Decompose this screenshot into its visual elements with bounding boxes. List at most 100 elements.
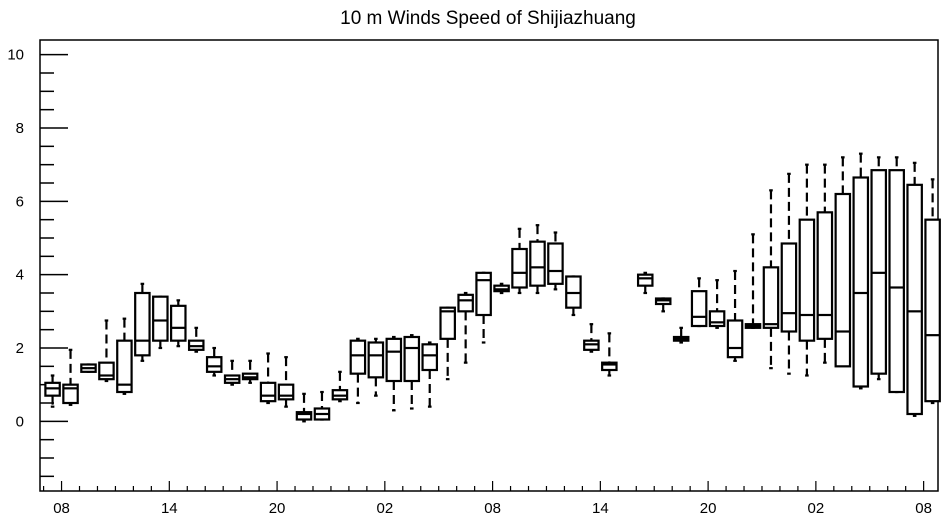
box-iqr xyxy=(547,242,564,285)
box-series xyxy=(44,152,941,423)
y-tick-label: 6 xyxy=(16,193,24,210)
box-plot xyxy=(906,161,923,417)
box-plot xyxy=(62,348,79,406)
box-iqr xyxy=(116,339,133,394)
box-iqr xyxy=(134,291,151,357)
x-axis: 08 14 20 02 08 14 20 02 08 xyxy=(42,481,932,517)
box-plot xyxy=(367,337,385,397)
box-iqr xyxy=(888,169,905,394)
box-iqr xyxy=(170,304,187,342)
box-plot xyxy=(601,332,618,377)
box-iqr xyxy=(834,192,852,368)
box-iqr xyxy=(295,411,313,421)
box-plot xyxy=(295,392,313,423)
box-iqr xyxy=(690,290,708,328)
box-plot xyxy=(187,326,205,353)
x-tick-label: 20 xyxy=(269,500,286,517)
box-iqr xyxy=(762,266,780,329)
box-plot xyxy=(636,271,654,295)
box-iqr xyxy=(798,218,816,342)
box-plot xyxy=(654,297,672,313)
box-plot xyxy=(672,326,690,344)
box-iqr xyxy=(906,183,923,416)
x-tick-label: 14 xyxy=(592,500,609,517)
box-plot xyxy=(277,356,295,408)
box-plot xyxy=(816,163,834,364)
box-iqr xyxy=(924,218,941,403)
box-plot xyxy=(762,189,780,370)
box-plot xyxy=(547,231,564,291)
box-plot xyxy=(116,317,133,395)
y-tick-label: 10 xyxy=(7,47,24,64)
box-plot xyxy=(690,277,708,328)
box-plot xyxy=(331,370,349,403)
x-tick-label: 02 xyxy=(808,500,825,517)
box-iqr xyxy=(475,271,492,317)
x-tick-label: 14 xyxy=(161,500,178,517)
box-iqr xyxy=(601,361,618,372)
box-iqr xyxy=(98,361,115,381)
box-plot xyxy=(708,279,726,329)
box-iqr xyxy=(852,176,870,388)
box-plot xyxy=(98,319,115,383)
y-tick-label: 2 xyxy=(16,340,24,357)
y-tick-label: 4 xyxy=(16,267,24,284)
box-iqr xyxy=(367,341,385,379)
box-plot xyxy=(80,363,97,373)
x-tick-label: 08 xyxy=(53,500,70,517)
box-plot xyxy=(241,359,259,384)
y-tick-label: 8 xyxy=(16,120,24,137)
box-iqr xyxy=(421,343,439,372)
box-iqr xyxy=(708,310,726,328)
box-iqr xyxy=(439,306,456,340)
box-iqr xyxy=(636,273,654,287)
box-plot xyxy=(457,291,474,364)
box-iqr xyxy=(152,295,169,342)
box-plot xyxy=(223,359,241,386)
box-plot xyxy=(924,178,941,405)
box-plot xyxy=(780,172,798,375)
x-tick-label: 08 xyxy=(915,500,932,517)
box-plot xyxy=(529,224,546,295)
box-plot xyxy=(870,156,888,381)
x-tick-label: 02 xyxy=(376,500,393,517)
box-plot xyxy=(403,334,421,410)
box-plot xyxy=(259,352,277,405)
box-plot xyxy=(565,275,582,317)
box-plot xyxy=(439,306,456,381)
box-iqr xyxy=(816,211,834,340)
box-plot xyxy=(205,346,223,377)
box-plot xyxy=(170,299,187,348)
box-iqr xyxy=(277,383,295,401)
box-plot xyxy=(475,271,492,344)
box-iqr xyxy=(403,335,421,383)
box-plot xyxy=(726,269,744,362)
box-plot xyxy=(421,341,439,408)
box-plot xyxy=(385,335,403,412)
box-plot xyxy=(852,152,870,390)
box-plot xyxy=(44,374,61,408)
box-iqr xyxy=(780,242,798,333)
box-plot xyxy=(313,390,331,421)
box-iqr xyxy=(726,319,744,359)
box-plot xyxy=(493,282,510,295)
box-plot xyxy=(134,282,151,362)
chart-title: 10 m Winds Speed of Shijiazhuang xyxy=(340,8,636,29)
box-plot xyxy=(152,295,169,350)
box-iqr xyxy=(349,339,367,375)
box-plot xyxy=(798,163,816,377)
box-iqr xyxy=(385,337,403,383)
box-plot xyxy=(511,227,528,295)
box-iqr xyxy=(205,356,223,373)
box-iqr xyxy=(529,240,546,287)
box-plot xyxy=(583,323,600,353)
y-axis: 0 2 4 6 8 10 xyxy=(7,47,68,478)
box-plot xyxy=(349,337,367,405)
box-plot xyxy=(834,156,852,368)
x-tick-label: 08 xyxy=(484,500,501,517)
box-plot xyxy=(744,233,762,329)
y-tick-label: 0 xyxy=(16,413,24,430)
box-iqr xyxy=(511,247,528,289)
box-iqr xyxy=(457,293,474,313)
